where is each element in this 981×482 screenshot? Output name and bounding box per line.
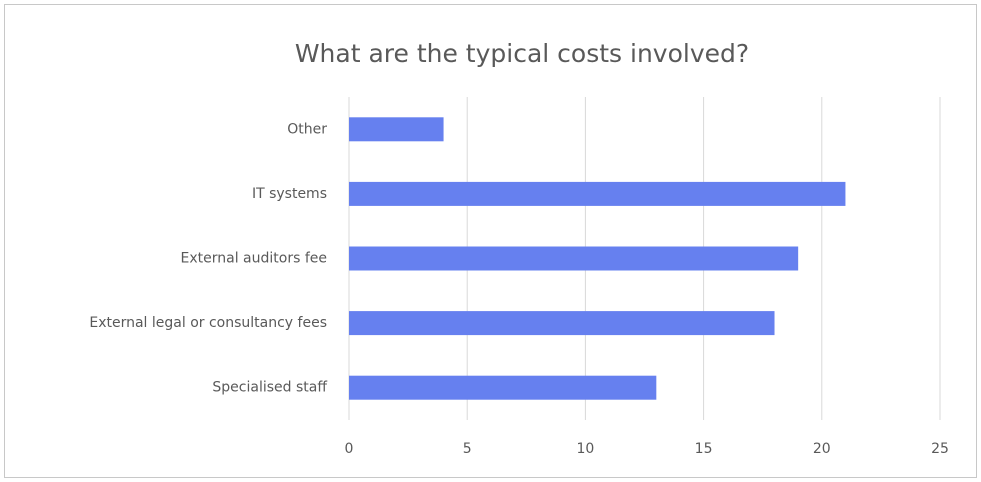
y-tick-label: External auditors fee <box>181 251 327 267</box>
y-tick-label: IT systems <box>252 186 327 202</box>
x-tick-label: 5 <box>463 441 472 457</box>
bar <box>349 375 657 400</box>
x-tick-label: 0 <box>345 441 354 457</box>
bar <box>349 117 444 142</box>
x-tick-label: 15 <box>695 441 713 457</box>
chart-frame <box>4 4 977 478</box>
x-tick-label: 25 <box>931 441 949 457</box>
bar <box>349 181 846 206</box>
chart-title: What are the typical costs involved? <box>295 39 749 68</box>
y-tick-label: External legal or consultancy fees <box>89 315 327 331</box>
x-tick-label: 10 <box>576 441 594 457</box>
y-tick-label: Other <box>287 121 327 137</box>
bar <box>349 246 799 271</box>
bar <box>349 311 775 336</box>
x-tick-label: 20 <box>813 441 831 457</box>
y-tick-label: Specialised staff <box>212 380 327 396</box>
